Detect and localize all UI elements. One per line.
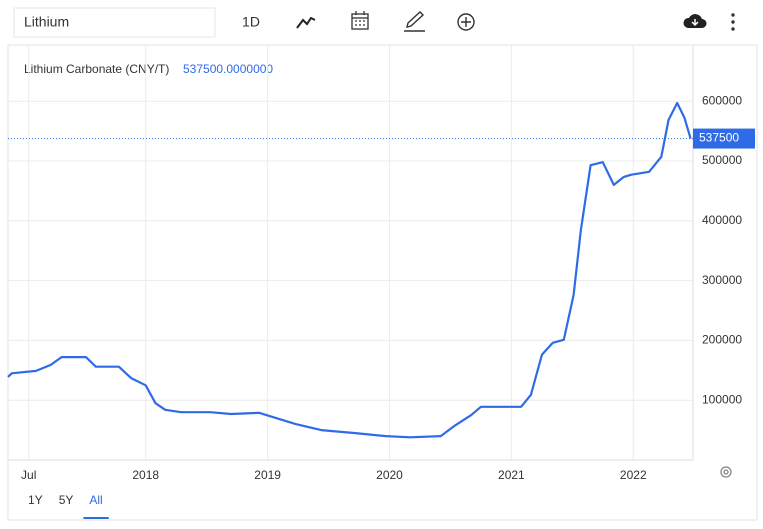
chart-type-icon[interactable] xyxy=(296,16,316,29)
last-value-tag-text: 537500 xyxy=(699,131,739,145)
x-tick-label: 2021 xyxy=(498,468,525,482)
menu-icon[interactable] xyxy=(731,13,735,31)
y-tick-label: 600000 xyxy=(702,93,742,107)
plot: 100000 200000 300000 400000 500000 600000 Jul 2… xyxy=(7,45,755,482)
chart-frame xyxy=(7,44,758,521)
x-tick-label: 2018 xyxy=(132,468,159,482)
x-tick-label: Jul xyxy=(21,468,36,482)
last-value-label: 537500.0000000 xyxy=(183,62,273,76)
add-icon[interactable] xyxy=(457,13,475,31)
interval-button[interactable]: 1D xyxy=(242,14,260,30)
y-tick-label: 200000 xyxy=(702,333,742,347)
search-value: Lithium xyxy=(24,14,69,30)
y-tick-label: 400000 xyxy=(702,213,742,227)
series-line xyxy=(7,101,692,439)
settings-icon[interactable] xyxy=(720,466,732,478)
series-title: Lithium Carbonate (CNY/T) xyxy=(24,62,169,76)
x-tick-label: 2020 xyxy=(376,468,403,482)
range-button[interactable]: 1Y xyxy=(28,493,43,507)
y-tick-label: 100000 xyxy=(702,392,742,406)
y-tick-label: 500000 xyxy=(702,153,742,167)
last-value-tag xyxy=(693,128,755,149)
range-buttons: 1Y 5Y All xyxy=(28,493,109,519)
search-box[interactable] xyxy=(13,7,216,38)
range-button[interactable]: All xyxy=(89,493,102,507)
download-icon[interactable] xyxy=(683,14,707,28)
calendar-icon[interactable] xyxy=(351,11,369,30)
y-tick-label: 300000 xyxy=(702,273,742,287)
x-tick-label: 2022 xyxy=(620,468,647,482)
x-tick-label: 2019 xyxy=(254,468,281,482)
draw-icon[interactable] xyxy=(404,11,425,32)
range-button[interactable]: 5Y xyxy=(59,493,74,507)
